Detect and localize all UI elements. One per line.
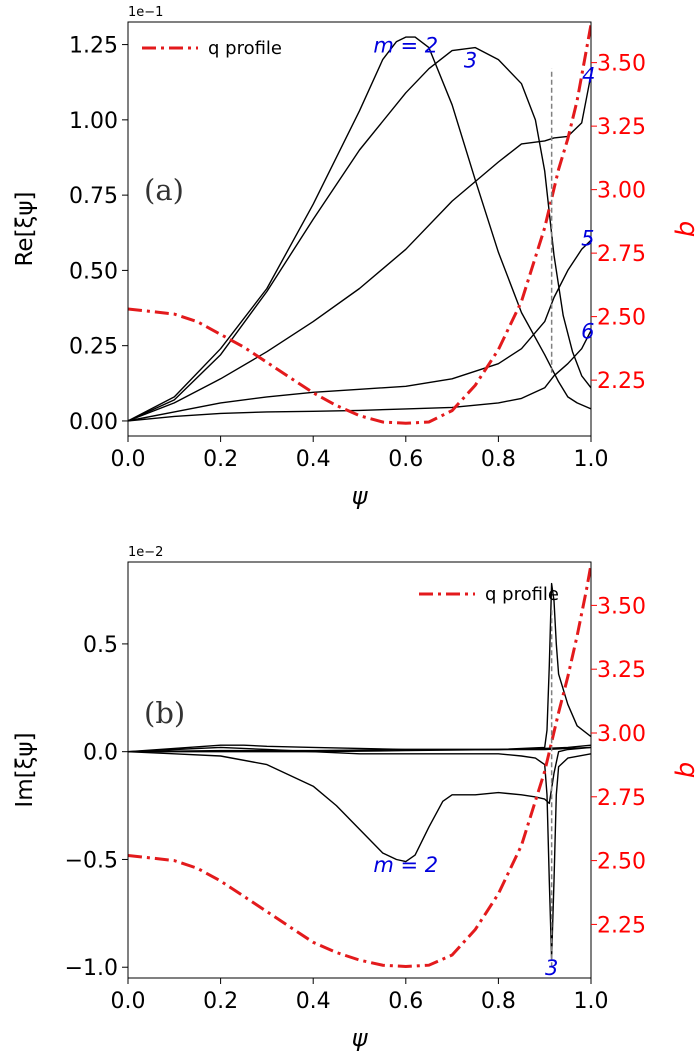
y-tick-label: 0.75: [69, 184, 118, 209]
exponent-label: 1e−1: [128, 5, 163, 20]
q-tick-label: 3.50: [597, 594, 646, 619]
series-line-m6: [128, 746, 591, 753]
panel-label: (b): [144, 696, 185, 730]
y-tick-label: 0.00: [69, 410, 118, 435]
plot-frame: [127, 561, 592, 979]
x-tick-label: 0.4: [296, 447, 331, 472]
q-tick-label: 2.50: [597, 306, 646, 331]
q-tick-label: 3.50: [597, 52, 646, 77]
x-tick-label: 0.0: [111, 989, 146, 1014]
x-tick-label: 0.2: [203, 447, 238, 472]
series-line-m2: [128, 36, 591, 422]
q-profile-line: [128, 564, 591, 969]
plot-frame: [127, 21, 592, 437]
x-axis-label: ψ: [352, 482, 369, 510]
x-tick-label: 0.6: [388, 447, 423, 472]
q-tick-label: 3.25: [597, 115, 646, 140]
series-line-m4: [128, 582, 591, 753]
legend-label: q profile: [208, 38, 282, 59]
q-tick-label: 2.50: [597, 850, 646, 875]
y-tick-label: 0.0: [83, 741, 118, 766]
x-tick-label: 1.0: [574, 989, 609, 1014]
y-tick-label: 0.25: [69, 335, 118, 360]
panel-a: 0.0 0.2 0.4 0.6 0.8 1.0 0.00 0.25 0.50 0.75 1.00 1.…: [12, 5, 697, 510]
q-tick-label: 2.75: [597, 242, 646, 267]
q-profile-line: [128, 24, 591, 425]
y-tick-label: −1.0: [65, 956, 118, 981]
q-tick-label: 2.25: [597, 369, 646, 394]
series-line-m2: [128, 746, 591, 863]
q-axis-label: q: [673, 762, 697, 779]
mode-label: 3: [545, 956, 558, 980]
q-tick-label: 2.25: [597, 913, 646, 938]
x-tick-label: 0.6: [388, 989, 423, 1014]
y-axis-label: Re[ξψ]: [12, 191, 38, 266]
x-tick-label: 0.8: [481, 989, 516, 1014]
series-line-m3: [128, 46, 591, 422]
series-line-m4: [128, 74, 591, 422]
x-tick-label: 1.0: [574, 447, 609, 472]
q-tick-label: 3.00: [597, 722, 646, 747]
mode-curves: [128, 36, 591, 422]
y-tick-label: 1.25: [69, 34, 118, 59]
legend-label: q profile: [485, 584, 559, 605]
mode-label: m = 2: [373, 34, 438, 58]
mode-label: 4: [582, 64, 595, 88]
mode-curves: [128, 582, 591, 960]
x-axis-label: ψ: [352, 1024, 369, 1052]
x-tick-label: 0.0: [111, 447, 146, 472]
mode-label: 5: [581, 226, 594, 250]
series-line-m5: [128, 239, 591, 422]
x-tick-label: 0.8: [481, 447, 516, 472]
x-tick-label: 0.4: [296, 989, 331, 1014]
q-axis-label: q: [673, 221, 697, 238]
legend: q profile: [419, 584, 559, 605]
panel-b: 0.0 0.2 0.4 0.6 0.8 1.0 −1.0 −0.5 0.0 0.5 2.25 2.50…: [12, 545, 697, 1052]
exponent-label: 1e−2: [128, 545, 163, 560]
mode-label: 3: [464, 49, 477, 73]
legend: q profile: [142, 38, 282, 59]
series-line-m6: [128, 330, 591, 422]
y-axis-label: Im[ξψ]: [12, 732, 38, 807]
mode-label: 6: [581, 320, 594, 344]
q-tick-label: 2.75: [597, 786, 646, 811]
y-tick-label: 0.5: [83, 633, 118, 658]
panel-label: (a): [144, 173, 184, 207]
y-tick-label: 1.00: [69, 109, 118, 134]
y-tick-label: 0.50: [69, 259, 118, 284]
series-line-m3: [128, 746, 591, 960]
y-tick-label: −0.5: [65, 848, 118, 873]
q-tick-label: 3.25: [597, 658, 646, 683]
q-tick-label: 3.00: [597, 179, 646, 204]
mode-label: m = 2: [373, 853, 438, 877]
x-tick-label: 0.2: [203, 989, 238, 1014]
